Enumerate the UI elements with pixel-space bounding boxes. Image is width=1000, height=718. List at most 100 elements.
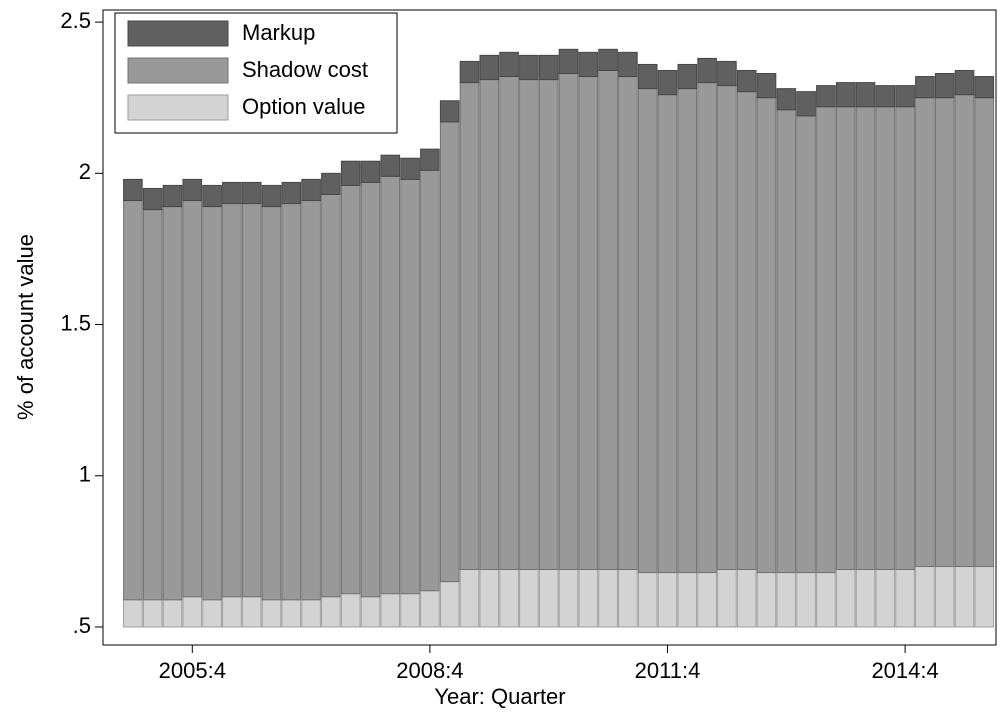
bar-segment [142, 209, 163, 601]
bar-segment [736, 569, 757, 628]
bar-segment [499, 569, 519, 628]
bar-segment [360, 181, 381, 598]
bar-segment [637, 572, 658, 628]
bar-segment [519, 569, 539, 628]
bar-segment [816, 85, 836, 108]
bar-segment [875, 569, 896, 628]
bar-segment [182, 596, 203, 628]
bar-segment [855, 82, 876, 108]
bar-segment [697, 572, 717, 628]
bar-segment [677, 63, 698, 90]
bar-segment [301, 178, 321, 202]
bar-segment [519, 54, 539, 81]
plot-frame [102, 9, 997, 646]
y-tick-label: 2.5 [60, 8, 91, 33]
bar-segment [142, 599, 163, 628]
bar-segment [717, 85, 737, 571]
bar-segment [360, 596, 381, 628]
bar-segment [538, 569, 559, 628]
bar-segment [934, 566, 955, 628]
bar-segment [558, 48, 579, 75]
bar-segment [677, 88, 698, 574]
bar-segment [657, 572, 678, 628]
x-tick-label: 2005:4 [159, 658, 226, 683]
legend-label: Shadow cost [242, 57, 368, 82]
bar-segment [439, 100, 460, 123]
bar-segment [479, 79, 500, 571]
bar-segment [202, 184, 222, 208]
bar-segment [697, 57, 717, 84]
bar-segment [538, 54, 559, 81]
bar-segment [439, 581, 460, 628]
bar-segment [756, 73, 777, 99]
bar-segment [459, 82, 480, 571]
legend-swatch [127, 57, 229, 84]
bar-segment [776, 109, 797, 574]
bar-segment [855, 569, 876, 628]
bar-segment [835, 569, 856, 628]
bar-segment [915, 76, 935, 99]
bar-segment [340, 160, 361, 186]
bar-segment [618, 569, 638, 628]
bar-segment [459, 569, 480, 628]
y-axis-label: % of account value [13, 234, 38, 420]
bar-segment [321, 193, 341, 598]
bar-segment [321, 596, 341, 628]
bar-segment [618, 76, 638, 571]
bar-segment [697, 82, 717, 574]
bar-segment [736, 91, 757, 571]
bar-segment [261, 599, 282, 628]
legend-label: Option value [242, 94, 366, 119]
bar-segment [835, 106, 856, 571]
bar-segment [598, 69, 618, 571]
bar-segment [420, 169, 440, 592]
bar-segment [301, 599, 321, 628]
bar-segment [400, 157, 420, 180]
bar-segment [915, 566, 935, 628]
bar-segment [499, 76, 519, 571]
bar-segment [261, 206, 282, 601]
bar-segment [776, 572, 797, 628]
bar-segment [380, 154, 401, 177]
bar-segment [182, 178, 203, 202]
bar-segment [657, 94, 678, 574]
bar-segment [360, 160, 381, 183]
bar-segment [578, 76, 599, 571]
bar-segment [459, 60, 480, 84]
bar-segment [954, 94, 975, 568]
bar-segment [756, 572, 777, 628]
bar-segment [974, 97, 995, 568]
bar-segment [261, 184, 282, 208]
bar-segment [380, 593, 401, 628]
bar-segment [756, 97, 777, 574]
y-tick-label: 1.5 [60, 310, 91, 335]
bar-segment [241, 181, 262, 205]
bar-segment [202, 206, 222, 601]
bar-segment [875, 85, 896, 108]
bar-segment [340, 593, 361, 628]
legend-label: Markup [242, 20, 315, 45]
bar-segment [954, 566, 975, 628]
y-tick-label: 2 [79, 159, 91, 184]
bar-segment [578, 569, 599, 628]
bar-segment [776, 88, 797, 111]
bar-segment [479, 569, 500, 628]
y-tick-label: .5 [73, 613, 91, 638]
bar-segment [340, 184, 361, 595]
bar-segment [222, 596, 242, 628]
bar-segment [618, 51, 638, 78]
bar-segment [717, 60, 737, 87]
bar-segment [538, 79, 559, 571]
y-tick-label: 1 [79, 462, 91, 487]
bar-segment [637, 63, 658, 90]
bar-segment [875, 106, 896, 571]
bar-segment [182, 200, 203, 598]
bar-segment [281, 599, 302, 628]
bar-segment [400, 178, 420, 595]
bar-segment [974, 566, 995, 628]
bar-segment [380, 175, 401, 595]
bar-segment [578, 51, 599, 78]
bar-segment [895, 569, 915, 628]
bar-segment [835, 82, 856, 108]
bar-segment [974, 76, 995, 99]
